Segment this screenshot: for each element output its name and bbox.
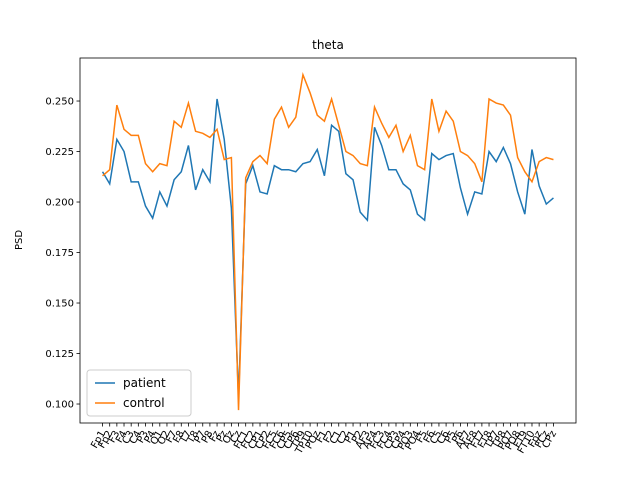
x-tick-label: F8	[171, 429, 187, 445]
line-series	[102, 71, 554, 411]
x-tick-label: Fz	[208, 429, 223, 444]
x-tick-label: P4	[143, 429, 159, 445]
y-tick-label: 0.100	[45, 400, 74, 411]
x-tick-label: P8	[200, 429, 216, 445]
x-tick-label: F3	[107, 429, 123, 445]
x-tick-label: F7	[164, 429, 180, 445]
y-tick-label: 0.125	[45, 349, 74, 360]
y-tick-label: 0.200	[45, 198, 74, 209]
x-tick-label: F5	[415, 429, 431, 445]
x-tick-label: F2	[322, 429, 338, 445]
x-tick-label: P5	[443, 429, 459, 445]
x-tick-label: Pz	[215, 429, 230, 444]
x-tick-label: F4	[114, 429, 130, 445]
legend-box	[86, 369, 192, 417]
x-tick-label: P1	[343, 429, 359, 445]
x-tick-label: P6	[450, 429, 466, 445]
x-tick-label: P2	[350, 429, 366, 445]
chart-title: theta	[312, 38, 344, 52]
y-axis-label: PSD	[14, 230, 25, 250]
y-tick-label: 0.250	[45, 97, 74, 108]
y-tick-label: 0.175	[45, 248, 74, 259]
x-tick-label: P7	[193, 429, 209, 445]
plot-frame	[79, 57, 577, 424]
y-tick-label: 0.150	[45, 299, 74, 310]
y-tick-label: 0.225	[45, 147, 74, 158]
legend-label: control	[123, 396, 165, 410]
line-series	[101, 98, 554, 398]
x-tick-label: F6	[422, 429, 438, 445]
x-tick-label: F1	[314, 429, 330, 445]
x-tick-label: P3	[135, 429, 151, 445]
legend-label: patient	[123, 376, 166, 390]
x-tick-label: Cz	[228, 429, 244, 445]
